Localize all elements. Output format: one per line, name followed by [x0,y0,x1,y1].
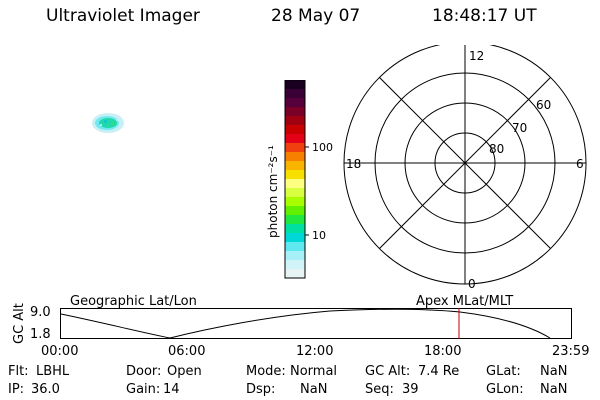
colorbar-swatch [285,260,305,270]
polar-ring-label-60: 60 [536,98,551,112]
polar-label-bottom: 0 [468,277,476,290]
timeline-y-axis-label: GC Alt [12,303,27,344]
x-tick-0000: 00:00 [41,344,79,359]
x-tick-1800: 18:00 [424,344,462,359]
status-seq-value: 39 [402,382,419,397]
aurora-blob [92,113,124,133]
polar-label-top: 12 [469,49,484,63]
colorbar-frame [284,80,306,279]
colorbar-swatches [285,80,305,279]
colorbar-swatch [285,80,305,90]
instrument-title: Ultraviolet Imager [46,6,200,26]
status-mode-key: Mode: [246,364,286,379]
colorbar-swatch [285,116,305,126]
colorbar-swatch [285,98,305,108]
status-flt-value: LBHL [36,364,70,379]
colorbar-swatch [285,134,305,144]
colorbar-swatch [285,179,305,189]
colorbar-swatch [285,233,305,243]
colorbar-swatch [285,269,305,279]
polar-ring-label-80: 80 [489,142,504,156]
status-ip-key: IP: [8,382,25,397]
status-door-key: Door: [126,364,162,379]
polar-label-right: 6 [576,157,584,171]
polar-ring-label-70: 70 [512,121,527,135]
status-gain-value: 14 [163,382,180,397]
colorbar-swatch [285,251,305,261]
date-label: 28 May 07 [271,6,361,26]
colorbar-swatch [285,89,305,99]
colorbar-swatch [285,215,305,225]
status-glat-value: NaN [540,364,568,379]
colorbar-swatch [285,206,305,216]
x-tick-2359: 23:59 [552,344,590,359]
colorbar-swatch [285,125,305,135]
timeline-left-title: Geographic Lat/Lon [70,294,197,309]
status-gcalt-value: 7.4 Re [418,364,460,379]
status-seq-key: Seq: [365,382,394,397]
timeline-y-top: 9.0 [30,305,51,320]
colorbar-label: photon cm⁻²s⁻¹ [266,145,280,238]
timeline-plot [60,308,572,339]
status-glon-value: NaN [540,382,568,397]
polar-plot: 12 0 18 6 60 70 80 [343,45,587,290]
colorbar-swatch [285,197,305,207]
x-tick-0600: 06:00 [168,344,206,359]
colorbar-swatch [285,107,305,117]
altitude-curve [60,308,551,339]
colorbar-tick-label-10: 10 [312,229,326,242]
colorbar-tick-label-100: 100 [312,141,333,154]
colorbar-swatch [285,161,305,171]
status-door-value: Open [167,364,202,379]
colorbar-swatch [285,152,305,162]
timeline-frame [60,308,572,339]
status-gain-key: Gain: [126,382,161,397]
time-label: 18:48:17 UT [432,6,537,26]
x-tick-1200: 12:00 [296,344,334,359]
status-flt-key: Flt: [8,364,29,379]
colorbar-swatch [285,170,305,180]
status-gcalt-key: GC Alt: [365,364,411,379]
status-glon-key: GLon: [486,382,524,397]
status-glat-key: GLat: [486,364,521,379]
timeline-y-bottom: 1.8 [30,327,51,342]
status-mode-value: Normal [290,364,338,379]
status-dsp-value: NaN [300,382,328,397]
colorbar-swatch [285,224,305,234]
colorbar: 100 10 [284,80,333,279]
colorbar-swatch [285,242,305,252]
colorbar-swatch [285,188,305,198]
polar-diagonal-2 [379,77,551,249]
status-dsp-key: Dsp: [246,382,276,397]
uv-image-panel [92,113,124,133]
status-ip-value: 36.0 [31,382,60,397]
colorbar-swatch [285,143,305,153]
polar-label-left: 18 [346,157,361,171]
timeline-right-title: Apex MLat/MLT [416,294,514,309]
